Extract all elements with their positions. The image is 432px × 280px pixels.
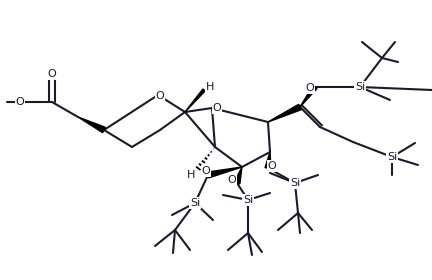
- Polygon shape: [234, 167, 242, 184]
- Text: H: H: [206, 82, 214, 92]
- Polygon shape: [268, 104, 301, 122]
- Text: O: O: [202, 166, 210, 176]
- Text: O: O: [305, 83, 314, 93]
- Polygon shape: [265, 152, 271, 168]
- Text: Si: Si: [243, 195, 253, 205]
- Polygon shape: [300, 85, 317, 107]
- Text: O: O: [156, 91, 164, 101]
- Text: Si: Si: [190, 198, 200, 208]
- Text: O: O: [228, 175, 236, 185]
- Text: O: O: [48, 69, 56, 79]
- Polygon shape: [207, 167, 242, 178]
- Text: Si: Si: [290, 178, 300, 188]
- Text: Si: Si: [355, 82, 365, 92]
- Text: O: O: [16, 97, 24, 107]
- Polygon shape: [185, 89, 205, 112]
- Text: Si: Si: [387, 152, 397, 162]
- Polygon shape: [78, 117, 105, 133]
- Text: H: H: [187, 170, 195, 180]
- Text: O: O: [268, 161, 276, 171]
- Text: O: O: [213, 103, 221, 113]
